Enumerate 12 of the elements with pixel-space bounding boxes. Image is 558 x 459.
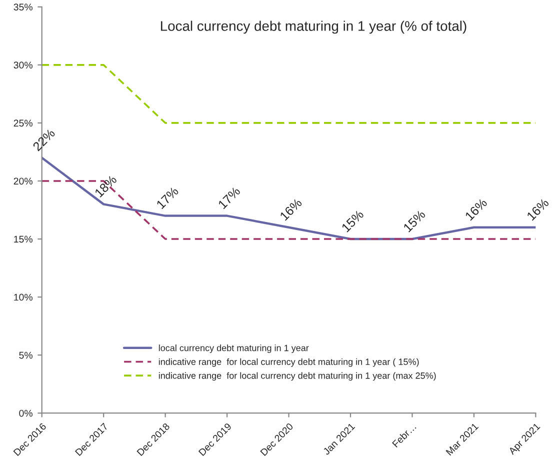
y-tick-label: 30% bbox=[14, 62, 32, 69]
text: Local currency debt maturing in 1 year (% of total) bbox=[160, 20, 466, 34]
legend-label: indicative range for local currency debt maturing in 1 year ( 15%) bbox=[158, 358, 419, 367]
legend-label: local currency debt maturing in 1 year bbox=[158, 344, 309, 353]
y-tick-label: 15% bbox=[14, 236, 32, 243]
y-tick-label: 0% bbox=[19, 410, 32, 417]
legend-label: indicative range for local currency debt maturing in 1 year (max 25%) bbox=[158, 372, 436, 381]
y-tick-label: 5% bbox=[19, 352, 32, 359]
y-tick-label: 35% bbox=[14, 4, 32, 11]
y-tick-label: 10% bbox=[14, 294, 32, 301]
y-tick-label: 20% bbox=[14, 178, 32, 185]
y-tick-label: 25% bbox=[14, 120, 32, 127]
